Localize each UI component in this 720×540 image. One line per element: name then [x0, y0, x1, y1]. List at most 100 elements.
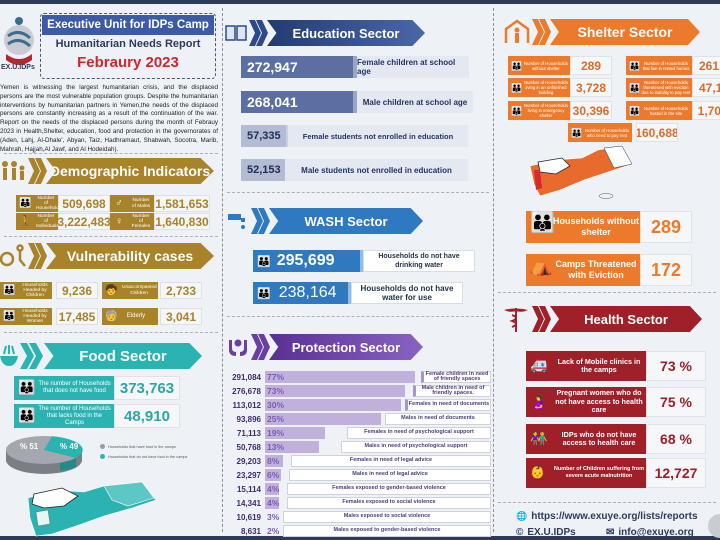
legend-teal-marker-icon — [100, 454, 105, 459]
elderly-icon: 🧓 — [105, 311, 118, 322]
report-title: Humanitarian Needs Report — [55, 38, 201, 50]
vulnerability-title: Vulnerability cases — [46, 243, 214, 269]
education-row: 268,041 Male children at school age — [241, 91, 473, 113]
divider — [227, 192, 489, 193]
vuln-elderly: 🧓 Elderly 3,041 — [102, 308, 202, 325]
wash-row: 👪 238,164 Households do not have water fo… — [253, 282, 463, 304]
protection-row: 29,203 8% Females in need of legal advice — [227, 455, 491, 467]
legend-have: Households that have food in the camps — [100, 444, 176, 449]
family-icon: 👪 — [3, 311, 16, 322]
disability-icon — [0, 244, 26, 267]
shelter-stat: 👪 Number of Households hosted in the site… — [626, 101, 720, 120]
divider — [4, 236, 218, 237]
health-stat: 🤰 Pregnant women who do not have access t… — [526, 387, 706, 417]
wash-row: 👪 295,699 Households do not have drinking… — [253, 250, 475, 272]
ambulance-icon: 🚑 — [530, 357, 548, 373]
education-title: Education Sector — [267, 20, 425, 46]
stat-males: ♂ Number of Males 1,581,653 — [110, 195, 210, 212]
pie-label-not-have: % 49 — [60, 442, 79, 451]
water-tap-icon — [228, 214, 245, 229]
protection-title: Protection Sector — [269, 334, 423, 360]
highlight-camps-threatened: ⛺ Camps Threatened with Eviction 172 — [526, 254, 692, 286]
protection-row: 291,084 77% Female children in need of fri… — [227, 371, 491, 383]
house-person-icon — [504, 19, 530, 43]
footer-email[interactable]: ✉ info@exuye.org — [606, 527, 694, 538]
health-stat: 🚑 Lack of Mobile clinics in the camps 73 % — [526, 351, 706, 381]
people-icon: 👫 — [530, 430, 548, 446]
divider — [498, 502, 716, 503]
copyright-icon: © — [516, 527, 524, 538]
family-icon: 👪 — [3, 285, 16, 296]
food-pie-chart — [6, 436, 83, 474]
intro-text: Yemen is witnessing the largest humanita… — [0, 84, 218, 153]
vulnerability-banner: Vulnerability cases — [0, 243, 214, 269]
shelter-stat: 👪 Number of Households that live in rente… — [626, 56, 720, 75]
divider — [4, 332, 218, 333]
children-icon: 👶 — [530, 465, 545, 479]
demographic-title: Demographic Indicators — [46, 158, 214, 184]
protection-row: 10,619 3% Males exposed to social violence — [227, 511, 491, 523]
food-banner: Food Sector — [0, 343, 202, 369]
footer-brand: © EX.U.IDPs — [516, 527, 576, 538]
health-stat: 👶 Number of Children suffering from sever… — [526, 458, 706, 488]
yemen-shelter-map — [529, 145, 633, 199]
protection-row: 23,297 6% Males in need of legal advice — [227, 469, 491, 481]
legend-not-have: Households that do not have food in the … — [100, 454, 187, 459]
vuln-headed-children: 👪 Households Headed by Children 9,236 — [0, 282, 98, 299]
pregnant-woman-icon: 🤰 — [530, 393, 548, 409]
demographic-banner: Demographic Indicators — [0, 158, 214, 184]
logo-icon — [708, 514, 720, 538]
book-icon — [225, 25, 247, 41]
family-icon: 👪 — [257, 287, 271, 300]
education-banner: Education Sector — [225, 20, 425, 46]
family-icon: 👪 — [511, 83, 523, 93]
wash-title: WASH Sector — [269, 208, 423, 234]
middle-column: Education Sector 272,947 Female children… — [222, 8, 494, 537]
bowl-icon — [0, 345, 18, 366]
protection-row: 93,896 25% Males in need of documents — [227, 413, 491, 425]
family-icon: 👪 — [19, 198, 32, 209]
divider — [227, 316, 489, 317]
male-icon: ♂ — [115, 198, 123, 209]
food-households-no-food: 👪 The number of Households that does not … — [14, 376, 180, 400]
education-row: 52,153 Male students not enrolled in edu… — [241, 159, 468, 181]
stat-females: ♀ Number of Females 1,640,830 — [110, 213, 210, 230]
education-row: 57,335 Female students not enrolled in e… — [241, 125, 468, 147]
vuln-unaccompanied: 🧒 Unaccompanied Children 2,733 — [102, 282, 202, 299]
shelter-stat: 👪 Number of Households living in emergenc… — [508, 101, 612, 120]
divider — [498, 292, 716, 293]
shelter-title: Shelter Sector — [550, 19, 700, 45]
family-icon: 👪 — [530, 212, 555, 234]
protection-row: 50,768 13% Males in need of psychological … — [227, 441, 491, 453]
vuln-headed-women: 👪 Households Headed by Women 17,485 — [0, 308, 98, 325]
family-icon: 👪 — [629, 83, 641, 93]
stat-households: 👪 Number of Households 509,698 — [16, 195, 110, 212]
protection-row: 113,012 30% Females in need of documents — [232, 399, 491, 411]
logo-icon — [4, 17, 34, 65]
protection-row: 15,114 4% Females exposed to gender-based … — [227, 483, 491, 495]
food-households-lacks-camps: 👪 The number of Households that lacks foo… — [14, 404, 180, 428]
family-icon: 👪 — [18, 379, 36, 395]
shelter-banner: Shelter Sector — [504, 19, 700, 45]
shelter-stat: 👪 Number of Households living in an unfin… — [508, 78, 612, 97]
family-icon: 👪 — [511, 106, 523, 116]
logo-text: EX.U.IDPs — [1, 64, 35, 71]
pie-label-have: % 51 — [20, 442, 39, 451]
org-title: Executive Unit for IDPs Camp — [42, 15, 214, 35]
health-stat: 👫 IDPs who do not have access to health c… — [526, 424, 706, 454]
mail-icon: ✉ — [606, 527, 615, 538]
highlight-households-without-shelter: 👪 Households without shelter 289 — [526, 211, 692, 243]
food-title: Food Sector — [44, 343, 202, 369]
left-column: EX.U.IDPs Executive Unit for IDPs Camp H… — [0, 8, 222, 537]
globe-icon: 🌐 — [516, 511, 528, 521]
caduceus-icon — [504, 308, 528, 332]
yemen-food-map — [27, 481, 157, 537]
report-month: Febraury 2023 — [77, 54, 179, 71]
health-banner: Health Sector — [502, 305, 702, 333]
walking-person-icon: 🚶 — [19, 216, 32, 227]
family-icon: 👪 — [18, 407, 36, 423]
protection-row: 14,341 4% Females exposed to social violen… — [227, 497, 491, 509]
divider — [4, 153, 218, 154]
family-icon: 👪 — [629, 61, 641, 71]
footer-url[interactable]: 🌐 https://www.exuye.org/lists/reports — [516, 511, 698, 522]
